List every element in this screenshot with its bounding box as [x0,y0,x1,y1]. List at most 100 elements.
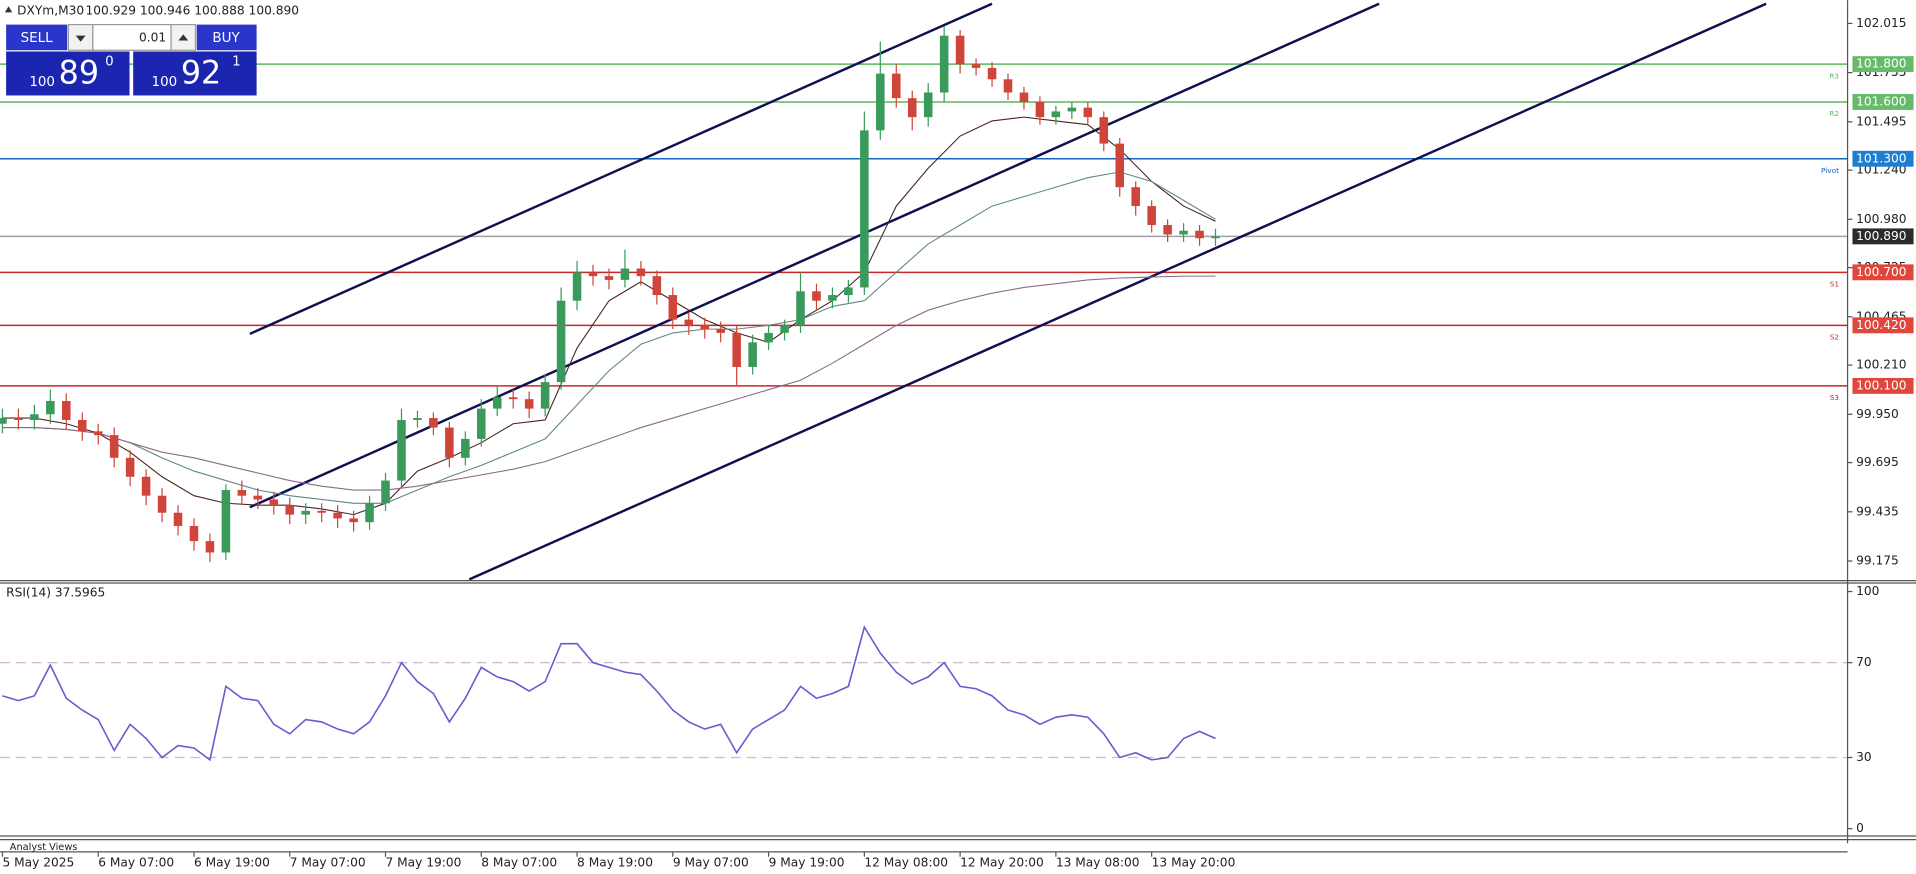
buy-label[interactable]: BUY [212,31,240,46]
candle-body [1147,206,1156,226]
level-price-label: 101.300 [1856,151,1906,165]
candle-body [572,272,582,301]
candle-body [1179,230,1188,235]
candle-body [780,325,789,333]
candle-body [844,287,853,296]
x-tick-label: 6 May 19:00 [194,855,270,869]
candle-body [1067,107,1077,112]
y-tick-label: 99.435 [1856,504,1899,518]
candle-body [508,397,518,400]
candle-body [1083,107,1093,118]
bid-box[interactable] [6,51,130,96]
level-price-label: 100.100 [1856,378,1906,392]
candle-body [30,414,39,420]
ohlc-readout: 100.929 100.946 100.888 100.890 [86,4,300,18]
candle-body [556,300,566,383]
rsi-line [2,625,1216,762]
candle-body [189,525,199,542]
candle-body [317,510,326,513]
candle-body [892,73,901,99]
x-tick-label: 5 May 2025 [2,855,74,869]
candle-body [141,476,151,496]
candle-body [668,295,678,320]
candle-body [221,490,231,553]
candle-body [349,518,358,523]
level-tag: Pivot [1821,166,1839,175]
candle-body [237,490,247,496]
candle-body [397,419,406,481]
candle-body [684,319,694,326]
candle-body [461,438,470,458]
y-tick-label: 100.980 [1856,212,1906,226]
candle-body [109,435,119,458]
candle-body [652,276,662,296]
candle-body [333,512,342,519]
level-price-box [1852,228,1914,245]
level-tag: R3 [1829,71,1839,80]
x-tick-label: 12 May 08:00 [864,855,948,869]
candle-body [77,419,87,432]
candle-body [381,480,390,504]
bottom-tab[interactable]: Analyst Views [10,842,78,853]
candle-body [764,332,773,343]
candle-body [0,418,7,424]
layer [0,22,1853,857]
level-price-label: 100.890 [1856,229,1906,243]
candle-body [636,268,646,277]
rsi-title: RSI(14) 37.5965 [6,585,105,599]
candle-body [1003,79,1013,93]
candle-body [700,325,710,330]
x-tick-label: 7 May 19:00 [386,855,462,869]
lot-value[interactable]: 0.01 [139,31,166,45]
candle-body [62,401,71,420]
candle-body [301,510,310,515]
candle-body [620,268,630,280]
sell-button[interactable] [6,24,68,51]
candle-body [14,418,23,420]
candle-body [269,499,279,506]
candle-body [907,98,917,118]
candle-body [46,401,55,415]
collapse-icon[interactable] [4,6,13,13]
x-tick-label: 13 May 08:00 [1056,855,1140,869]
candle-body [413,418,422,420]
trendline [249,2,1380,509]
level-price-box [1852,317,1914,334]
ask-big: 100 [152,75,178,90]
y-tick-label: 99.695 [1856,455,1899,469]
level-price-box [1852,377,1914,394]
level-price-label: 101.800 [1856,57,1906,71]
y-tick-label: 30 [1856,750,1872,764]
candle-body [1211,236,1220,239]
candle-body [987,67,997,80]
level-price-box [1852,150,1914,167]
level-tag: R2 [1829,109,1839,118]
sell-label[interactable]: SELL [21,31,54,46]
y-tick-label: 70 [1856,655,1872,669]
level-tag: S1 [1830,280,1839,289]
candle-body [971,64,981,68]
x-tick-label: 13 May 20:00 [1152,855,1236,869]
arrow-up-icon [178,34,189,41]
candle-body [477,408,486,439]
candle-body [445,427,454,458]
trendline [468,2,1767,581]
ask-sup: 1 [232,54,241,69]
candle-body [716,329,725,333]
level-tag: S3 [1830,393,1840,402]
candle-body [1163,225,1172,235]
y-tick-label: 100 [1856,584,1879,598]
candle-body [1099,117,1109,144]
candle-body [860,130,869,288]
candle-body [524,399,534,409]
candle-body [796,291,805,326]
candle-body [429,418,438,428]
chart-title: DXYm,M30 [17,4,84,18]
buy-button[interactable] [196,24,257,51]
ask-box[interactable] [133,51,257,96]
candle-body [812,291,821,301]
